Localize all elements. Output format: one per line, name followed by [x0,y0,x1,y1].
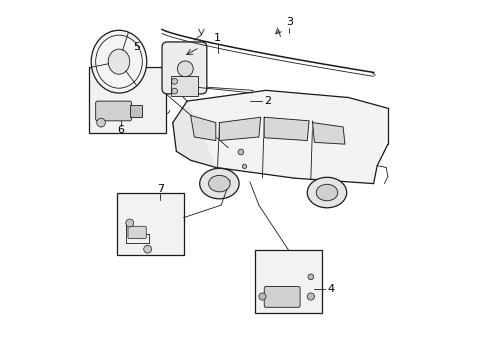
Circle shape [177,61,193,77]
Bar [88,67,165,134]
Bar [171,76,198,96]
Text: 5: 5 [133,42,140,52]
Polygon shape [219,117,260,140]
Circle shape [307,274,313,280]
FancyBboxPatch shape [264,287,300,307]
Circle shape [171,78,177,84]
Circle shape [258,293,265,300]
Text: 1: 1 [214,33,221,43]
Polygon shape [172,90,387,184]
Text: 3: 3 [285,17,292,27]
Ellipse shape [306,177,346,208]
Bar [129,105,142,117]
Circle shape [143,245,151,253]
Circle shape [171,88,177,94]
Text: 4: 4 [326,284,333,294]
Ellipse shape [316,184,337,201]
Circle shape [242,164,246,168]
Polygon shape [172,101,215,167]
Circle shape [125,219,133,227]
Bar [117,193,183,255]
Ellipse shape [108,49,129,74]
Ellipse shape [199,168,239,199]
FancyBboxPatch shape [96,101,131,121]
Ellipse shape [91,30,146,93]
Ellipse shape [208,175,230,192]
Circle shape [238,149,244,155]
Circle shape [97,118,105,127]
Bar [255,250,321,313]
Polygon shape [312,123,344,144]
Text: 2: 2 [264,96,271,106]
Polygon shape [190,116,215,140]
FancyBboxPatch shape [128,226,146,238]
Text: 7: 7 [156,184,163,194]
Text: 6: 6 [117,125,124,135]
FancyBboxPatch shape [162,42,206,94]
Circle shape [306,293,314,300]
Polygon shape [264,117,308,140]
